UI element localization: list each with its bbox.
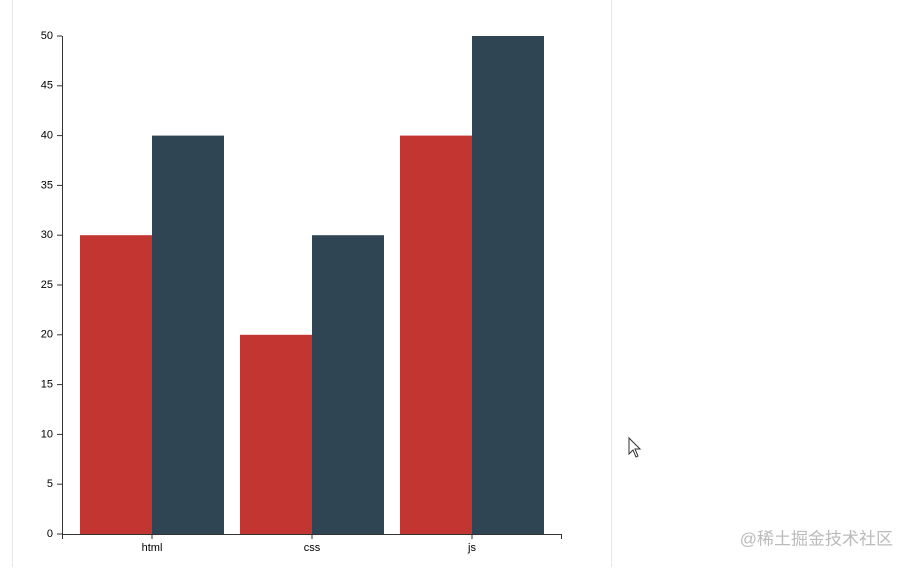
x-tick-label: css: [304, 542, 321, 554]
y-tick-label: 20: [41, 329, 53, 341]
bar: [152, 135, 224, 534]
x-tick-label: js: [467, 542, 476, 554]
y-tick-label: 10: [41, 428, 53, 440]
y-tick-label: 50: [41, 30, 53, 42]
y-tick-label: 25: [41, 279, 53, 291]
y-tick-label: 30: [41, 229, 53, 241]
y-tick-label: 5: [47, 478, 53, 490]
y-tick-label: 0: [47, 528, 53, 540]
y-tick-label: 45: [41, 80, 53, 92]
y-tick-label: 40: [41, 130, 53, 142]
bar: [240, 334, 312, 534]
x-tick-label: html: [142, 542, 163, 554]
bar: [400, 135, 472, 534]
bar: [472, 36, 544, 534]
bar: [80, 235, 152, 534]
watermark: @稀土掘金技术社区: [740, 529, 893, 548]
y-tick-label: 15: [41, 379, 53, 391]
y-tick-label: 35: [41, 179, 53, 191]
bar: [312, 235, 384, 534]
cursor: [628, 436, 642, 458]
